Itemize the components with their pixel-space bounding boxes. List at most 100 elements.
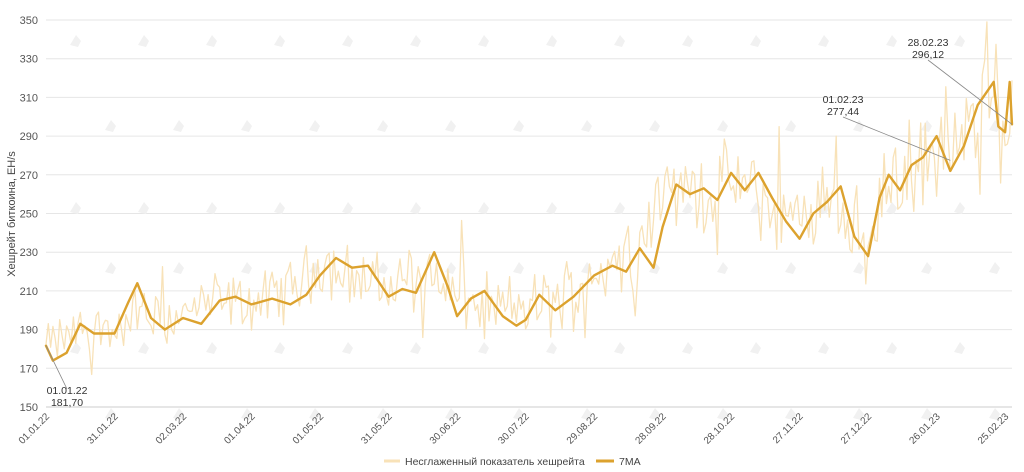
legend-label-ma: 7MA	[619, 456, 641, 468]
watermark-icon	[309, 120, 320, 132]
watermark-icon	[342, 35, 353, 47]
y-tick-label: 230	[20, 247, 38, 259]
y-tick-label: 330	[20, 54, 38, 66]
watermark-icon	[989, 262, 1000, 274]
annotation-date: 01.02.23	[823, 94, 864, 106]
watermark-icon	[377, 120, 388, 132]
watermark-icon	[445, 408, 456, 420]
annotation-value: 277,44	[827, 106, 859, 118]
watermark-icon	[513, 408, 524, 420]
watermark-icon	[614, 202, 625, 214]
annotation-leader-line	[927, 59, 1013, 125]
y-tick-label: 170	[20, 363, 38, 375]
watermark-icon	[546, 202, 557, 214]
watermark-icon	[138, 202, 149, 214]
annotation-value: 181,70	[51, 397, 83, 409]
y-tick-label: 210	[20, 286, 38, 298]
watermark-icon	[750, 342, 761, 354]
watermark-icon	[206, 342, 217, 354]
watermark-icon	[853, 120, 864, 132]
watermark-icon	[853, 408, 864, 420]
watermark-icon	[886, 342, 897, 354]
y-tick-label: 310	[20, 92, 38, 104]
watermark-icon	[989, 408, 1000, 420]
annotation-value: 296,12	[912, 49, 944, 61]
watermark-icon	[649, 408, 660, 420]
watermark-icon	[70, 342, 81, 354]
watermark-icon	[818, 342, 829, 354]
watermark-icon	[342, 202, 353, 214]
watermark-icon	[274, 35, 285, 47]
watermark-icon	[785, 120, 796, 132]
watermark-icon	[513, 120, 524, 132]
watermark-icon	[954, 342, 965, 354]
watermark-icon	[377, 262, 388, 274]
watermark-icon	[138, 342, 149, 354]
watermark-icon	[682, 342, 693, 354]
watermark-icon	[682, 202, 693, 214]
watermark-icon	[70, 202, 81, 214]
watermark-icon	[581, 408, 592, 420]
x-tick-label: 01.04.22	[222, 411, 258, 447]
legend: Несглаженный показатель хешрейта 7MA	[384, 456, 641, 468]
watermark-icon	[853, 262, 864, 274]
watermark-icon	[377, 408, 388, 420]
watermark-icon	[105, 262, 116, 274]
watermark-icon	[921, 408, 932, 420]
x-tick-label: 01.05.22	[291, 411, 327, 447]
watermark-icon	[886, 202, 897, 214]
ma-series	[44, 80, 1014, 362]
watermark-icon	[309, 408, 320, 420]
watermark-icon	[274, 342, 285, 354]
watermark-icon	[546, 35, 557, 47]
annotation-date: 01.01.22	[47, 385, 88, 397]
watermark-icon	[241, 408, 252, 420]
watermark-icon	[614, 35, 625, 47]
watermark-icon	[581, 120, 592, 132]
watermark-icon	[649, 120, 660, 132]
watermark-icon	[241, 120, 252, 132]
watermark-icon	[717, 262, 728, 274]
ma7-line	[44, 80, 1014, 362]
x-tick-label: 02.03.22	[154, 411, 190, 447]
gridlines	[46, 19, 1012, 408]
watermark-icon	[410, 35, 421, 47]
annotation-date: 28.02.23	[908, 37, 949, 49]
watermark-icon	[478, 202, 489, 214]
watermark-icon	[921, 120, 932, 132]
x-tick-label: 30.06.22	[428, 411, 464, 447]
y-tick-label: 150	[20, 402, 38, 414]
watermark-icon	[342, 342, 353, 354]
watermark-icon	[173, 408, 184, 420]
y-axis: 150 170 190 210 230 250 270 290 310 330 350	[20, 15, 1012, 414]
x-tick-label: 31.01.22	[85, 411, 121, 447]
x-tick-label: 31.05.22	[359, 411, 395, 447]
y-tick-label: 290	[20, 131, 38, 143]
watermark-icon	[105, 120, 116, 132]
watermark-icon	[173, 120, 184, 132]
x-tick-label: 01.01.22	[17, 411, 53, 447]
y-axis-title: Хешрейт биткоина, EH/s	[6, 151, 18, 277]
legend-label-raw: Несглаженный показатель хешрейта	[405, 456, 585, 468]
watermark-icon	[445, 120, 456, 132]
watermark-icon	[682, 35, 693, 47]
watermark-icon	[954, 202, 965, 214]
watermark-icon	[717, 408, 728, 420]
watermark-icon	[750, 35, 761, 47]
y-tick-label: 350	[20, 15, 38, 27]
watermark-icon	[445, 262, 456, 274]
watermark-icon	[206, 35, 217, 47]
watermark-icon	[717, 120, 728, 132]
y-tick-label: 190	[20, 325, 38, 337]
watermark-icon	[785, 262, 796, 274]
watermark-icon	[546, 342, 557, 354]
watermark-icon	[241, 262, 252, 274]
y-tick-label: 250	[20, 209, 38, 221]
watermarks	[70, 35, 1000, 420]
watermark-icon	[513, 262, 524, 274]
watermark-icon	[886, 35, 897, 47]
watermark-icon	[785, 408, 796, 420]
